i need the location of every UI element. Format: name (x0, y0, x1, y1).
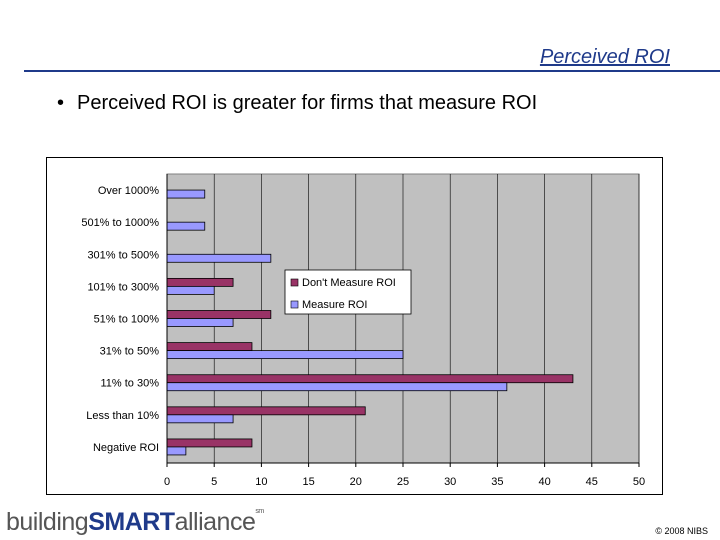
bar-measure (166, 253, 272, 263)
x-tick-label: 0 (164, 476, 170, 488)
building-smart-alliance-logo: buildingSMARTalliancesm (6, 508, 264, 537)
roi-bar-chart: 0 5 10 15 20 25 30 35 40 45 50 Over 1000% 501% to 10… (81, 173, 645, 488)
y-tick-label: Over 1000% (98, 185, 159, 197)
x-tick-label: 10 (255, 476, 267, 488)
bar-measure (166, 221, 206, 231)
bar-dont-measure (166, 406, 366, 416)
bar-dont-measure (166, 342, 253, 352)
x-tick-label: 50 (633, 476, 645, 488)
y-tick-label: Negative ROI (93, 442, 159, 454)
slide-title: Perceived ROI (539, 46, 670, 68)
x-tick-label: 45 (586, 476, 598, 488)
bar-measure (166, 414, 234, 424)
x-tick-label: 15 (302, 476, 314, 488)
x-tick-label: 30 (444, 476, 456, 488)
legend-label: Measure ROI (302, 299, 367, 311)
bar-dont-measure (166, 374, 574, 384)
bar-dont-measure (166, 438, 253, 448)
bar-measure (166, 318, 234, 327)
bullet-point: • Perceived ROI is greater for firms that… (57, 92, 537, 115)
x-tick-label: 25 (397, 476, 409, 488)
x-tick-label: 5 (211, 476, 217, 488)
bar-measure (166, 350, 404, 360)
y-tick-label: 501% to 1000% (81, 217, 159, 229)
legend-label: Don't Measure ROI (302, 277, 396, 289)
logo-smart: SMART (88, 508, 175, 536)
y-tick-label: Less than 10% (86, 410, 159, 422)
copyright: © 2008 NIBS (655, 526, 708, 536)
bar-measure (166, 285, 215, 295)
logo-sup: sm (255, 508, 264, 515)
y-tick-label: 51% to 100% (94, 314, 160, 326)
y-tick-label: 11% to 30% (100, 378, 159, 390)
bar-dont-measure (166, 310, 272, 319)
chart-frame: 0 5 10 15 20 25 30 35 40 45 50 Over 1000% 501% to 10… (46, 157, 663, 495)
legend-box (284, 269, 412, 315)
bar-measure (166, 446, 187, 456)
y-tick-label: 101% to 300% (87, 281, 159, 293)
bullet-text: Perceived ROI is greater for firms that … (77, 92, 538, 114)
x-tick-label: 20 (350, 476, 362, 488)
y-tick-label: 301% to 500% (87, 249, 159, 261)
y-tick-label: 31% to 50% (100, 346, 160, 358)
title-underline (24, 70, 720, 72)
logo-prefix: building (6, 508, 89, 536)
bar-dont-measure (166, 277, 234, 287)
legend-swatch (290, 300, 299, 309)
bar-measure (166, 189, 206, 199)
bar-measure (166, 382, 508, 392)
legend-swatch (290, 278, 299, 287)
x-tick-label: 35 (491, 476, 503, 488)
logo-suffix: alliance (174, 508, 256, 536)
x-tick-label: 40 (538, 476, 550, 488)
bullet-dot: • (57, 92, 65, 114)
